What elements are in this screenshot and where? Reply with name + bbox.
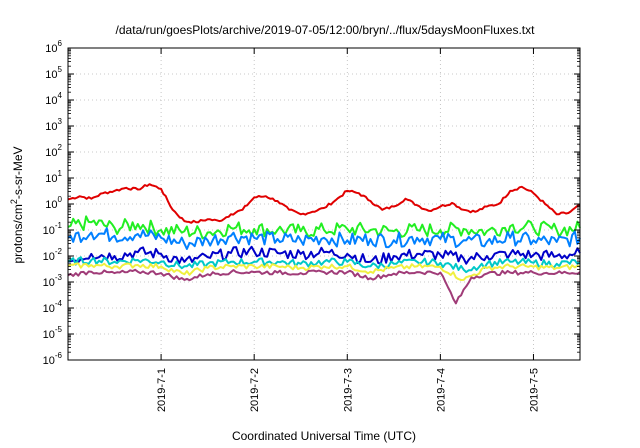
x-tick-label: 2019-7-5 (528, 368, 540, 412)
y-tick-label: 100 (45, 195, 62, 211)
series-line (67, 215, 581, 240)
y-axis-label-base: protons/cm (11, 204, 25, 263)
y-tick-exponent: 4 (58, 91, 63, 100)
y-tick-label: 10-1 (43, 221, 63, 237)
y-tick-base: 10 (43, 251, 55, 263)
y-tick-label: 105 (45, 65, 62, 81)
y-axis-label: protons/cm2-s-sr-MeV (9, 146, 25, 263)
x-tick-label: 2019-7-2 (249, 368, 261, 412)
y-tick-label: 101 (45, 169, 62, 185)
series-line (67, 227, 581, 250)
chart-title: /data/run/goesPlots/archive/2019-07-05/1… (116, 23, 536, 37)
y-tick-base: 10 (45, 199, 57, 211)
y-tick-exponent: -2 (55, 247, 63, 256)
y-tick-exponent: 2 (58, 143, 63, 152)
grid (68, 48, 580, 360)
y-tick-base: 10 (43, 277, 55, 289)
y-axis-ticks: 10-610-510-410-310-210-11001011021031041… (43, 39, 580, 367)
y-tick-base: 10 (43, 355, 55, 367)
y-tick-base: 10 (45, 147, 57, 159)
y-tick-base: 10 (45, 43, 57, 55)
y-tick-exponent: 3 (58, 117, 63, 126)
series-group (67, 183, 581, 305)
y-tick-label: 10-2 (43, 247, 63, 263)
y-tick-exponent: -5 (55, 325, 63, 334)
y-axis-label-sup: 2 (9, 199, 19, 204)
x-axis-label: Coordinated Universal Time (UTC) (232, 429, 416, 443)
y-axis-label-rest: -s-sr-MeV (11, 146, 25, 199)
y-tick-exponent: 5 (58, 65, 63, 74)
y-tick-label: 103 (45, 117, 62, 133)
series-line (67, 268, 581, 305)
y-tick-exponent: 6 (58, 39, 63, 48)
y-tick-label: 106 (45, 39, 62, 55)
series-line (67, 183, 581, 224)
y-tick-base: 10 (43, 303, 55, 315)
x-axis-ticks: 2019-7-1 2019-7-2 2019-7-3 2019-7-4 2019-7-5 (156, 48, 540, 412)
y-tick-base: 10 (45, 95, 57, 107)
series-line (67, 262, 581, 281)
y-tick-exponent: -3 (55, 273, 63, 282)
y-tick-base: 10 (43, 225, 55, 237)
x-tick-label: 2019-7-3 (342, 368, 354, 412)
y-tick-exponent: -6 (55, 351, 63, 360)
y-tick-exponent: 1 (58, 169, 63, 178)
series-line (67, 256, 581, 274)
series-line (67, 245, 581, 265)
y-tick-label: 102 (45, 143, 62, 159)
y-tick-base: 10 (45, 121, 57, 133)
y-tick-label: 10-4 (43, 299, 63, 315)
y-tick-base: 10 (43, 329, 55, 341)
y-tick-label: 10-6 (43, 351, 63, 367)
y-tick-base: 10 (45, 69, 57, 81)
x-tick-label: 2019-7-4 (435, 368, 447, 412)
y-tick-base: 10 (45, 173, 57, 185)
y-tick-exponent: -1 (55, 221, 63, 230)
y-tick-label: 10-3 (43, 273, 63, 289)
y-tick-label: 10-5 (43, 325, 63, 341)
y-tick-label: 104 (45, 91, 62, 107)
x-tick-label: 2019-7-1 (156, 368, 168, 412)
y-tick-exponent: 0 (58, 195, 63, 204)
y-tick-exponent: -4 (55, 299, 63, 308)
